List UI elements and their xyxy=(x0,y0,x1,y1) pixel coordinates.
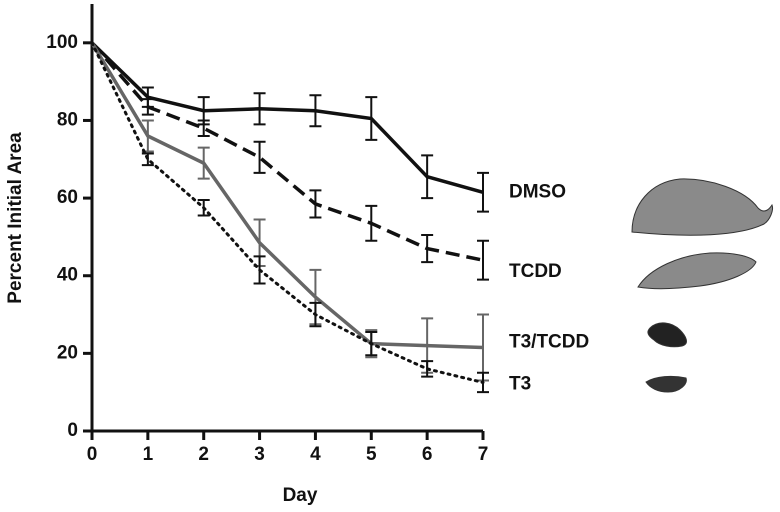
error-bar xyxy=(141,119,154,153)
error-bar xyxy=(141,98,154,116)
error-bar xyxy=(253,140,266,174)
series-label: T3 xyxy=(509,373,531,394)
x-tick-label: 7 xyxy=(478,444,489,465)
specimen-images xyxy=(631,178,773,393)
tcdd-specimen xyxy=(637,252,757,290)
error-bar xyxy=(253,92,266,126)
series-line xyxy=(90,41,485,384)
y-tick-label: 40 xyxy=(57,265,78,286)
y-tick-label: 0 xyxy=(67,420,78,441)
t3-specimen xyxy=(645,375,687,393)
error-bar xyxy=(477,371,489,394)
x-tick-label: 1 xyxy=(143,444,154,465)
series-label: TCDD xyxy=(509,261,562,282)
series-line xyxy=(90,41,484,262)
error-bar xyxy=(421,154,434,200)
x-tick-label: 0 xyxy=(87,444,98,465)
y-tick-label: 80 xyxy=(57,109,78,130)
error-bar xyxy=(309,189,322,219)
dmso-specimen xyxy=(631,178,773,236)
error-bar xyxy=(197,146,210,180)
series-line xyxy=(90,41,484,350)
error-bar xyxy=(365,331,378,357)
error-bar xyxy=(197,119,210,137)
x-tick-label: 6 xyxy=(422,444,433,465)
error-bar xyxy=(309,94,322,128)
y-tick-label: 20 xyxy=(57,342,78,363)
series-label: DMSO xyxy=(509,181,566,202)
error-bar xyxy=(365,204,378,242)
error-bar xyxy=(141,152,154,167)
error-bar xyxy=(477,239,489,281)
x-tick-label: 5 xyxy=(366,444,377,465)
y-tick-label: 100 xyxy=(46,32,78,53)
series-label: T3/TCDD xyxy=(509,332,589,353)
error-bar xyxy=(365,96,378,141)
error-bar xyxy=(197,199,210,217)
y-tick-label: 60 xyxy=(57,187,78,208)
error-bar xyxy=(421,233,434,264)
error-bar xyxy=(421,360,434,378)
error-bar xyxy=(477,171,489,213)
error-bar xyxy=(309,301,322,328)
series-line xyxy=(90,41,484,194)
error-bar xyxy=(253,255,266,285)
x-tick-label: 2 xyxy=(198,444,209,465)
x-tick-label: 4 xyxy=(310,444,321,465)
x-axis-label: Day xyxy=(283,485,318,506)
x-tick-label: 3 xyxy=(254,444,265,465)
y-axis-label: Percent Initial Area xyxy=(5,132,26,304)
t3-tcdd-specimen xyxy=(647,322,687,348)
